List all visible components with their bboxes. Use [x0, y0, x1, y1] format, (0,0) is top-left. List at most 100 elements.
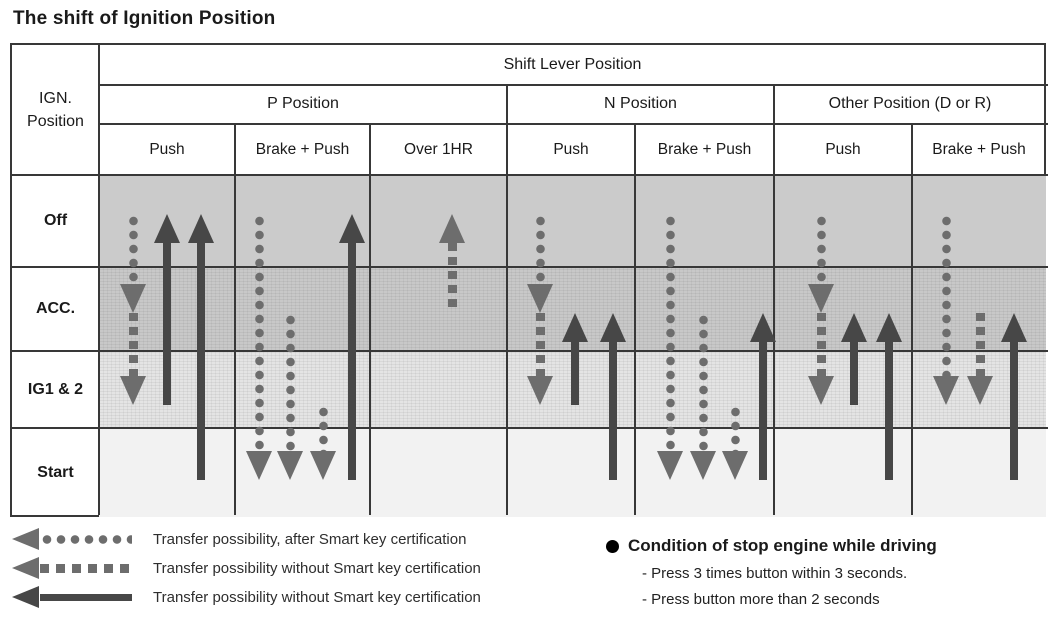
arrow-head-up [841, 313, 867, 342]
legend-dashed-line [40, 563, 132, 573]
arrow-shaft-solid [1010, 342, 1018, 480]
arrow-shaft-dashed [816, 313, 826, 376]
arrow-solid-up [338, 214, 366, 480]
page-title: The shift of Ignition Position [13, 8, 276, 29]
gridline [12, 266, 1048, 268]
arrow-shaft-dotted [285, 313, 295, 451]
group-header-n-position: N Position [604, 95, 677, 112]
arrowhead-left-icon [12, 586, 39, 608]
subcol-header-p-push: Push [149, 140, 185, 158]
gridline [99, 123, 1048, 125]
arrow-solid-up [187, 214, 215, 480]
arrow-head-up [750, 313, 776, 342]
subcol-header-n-brake-push: Brake + Push [657, 140, 752, 158]
subcol-header-other-push: Push [825, 140, 861, 158]
arrow-head-down [808, 284, 834, 313]
arrow-shaft-dotted [318, 405, 328, 451]
arrow-shaft-dotted [665, 214, 675, 451]
arrow-dotted-down [245, 214, 273, 480]
row-label-ig1-2: IG1 & 2 [27, 380, 84, 398]
arrow-head-down [277, 451, 303, 480]
arrow-head-up [439, 214, 465, 243]
arrow-dotted-down [932, 214, 960, 405]
arrow-head-up [188, 214, 214, 243]
arrow-shaft-dotted [254, 214, 264, 451]
arrow-dashed-down [119, 313, 147, 405]
arrow-head-down [120, 376, 146, 405]
gridline [12, 427, 1048, 429]
gridline [369, 124, 371, 515]
arrow-shaft-dashed [128, 313, 138, 376]
arrow-shaft-dotted [535, 214, 545, 284]
arrow-head-down [310, 451, 336, 480]
arrowhead-left-icon [12, 557, 39, 579]
arrow-head-down [722, 451, 748, 480]
arrow-shaft-solid [571, 342, 579, 405]
arrow-shaft-solid [348, 243, 356, 480]
note-heading: Condition of stop engine while driving [606, 536, 937, 556]
arrow-solid-up [1000, 313, 1028, 480]
legend-label: Transfer possibility, after Smart key ce… [153, 530, 467, 548]
gridline [911, 124, 913, 515]
header-shift-lever-position: Shift Lever Position [503, 55, 642, 73]
gridline [12, 350, 1048, 352]
legend-label: Transfer possibility without Smart key c… [153, 559, 481, 577]
arrow-head-down [527, 376, 553, 405]
arrow-dotted-down [807, 214, 835, 313]
arrow-shaft-dotted [941, 214, 951, 376]
arrow-solid-up [599, 313, 627, 480]
arrow-shaft-solid [609, 342, 617, 480]
gridline [12, 174, 1048, 176]
bullet-icon [606, 539, 619, 553]
arrow-dotted-down [526, 214, 554, 313]
arrow-dotted-down [689, 313, 717, 480]
arrow-head-up [562, 313, 588, 342]
row-band-off [99, 175, 1046, 267]
subcol-header-other-brake-push: Brake + Push [932, 140, 1026, 158]
arrow-shaft-solid [197, 243, 205, 480]
arrow-solid-up [840, 313, 868, 405]
arrow-dashed-down [966, 313, 994, 405]
arrow-dashed-down [526, 313, 554, 405]
gridline [234, 124, 236, 515]
arrow-solid-up [875, 313, 903, 480]
arrow-head-down [246, 451, 272, 480]
arrow-shaft-solid [163, 243, 171, 405]
subcol-header-n-push: Push [553, 140, 589, 158]
gridline [773, 85, 775, 515]
row-label-acc: ACC. [35, 300, 76, 317]
corner-header-line1: IGN. [39, 90, 72, 107]
arrow-shaft-dashed [447, 243, 457, 313]
arrow-shaft-solid [850, 342, 858, 405]
arrow-shaft-dotted [128, 214, 138, 284]
arrow-head-down [657, 451, 683, 480]
arrow-dotted-down [656, 214, 684, 480]
corner-header-line2: Position [27, 113, 84, 130]
arrow-dashed-down [807, 313, 835, 405]
solid-left-arrow-icon [12, 586, 140, 608]
arrow-dotted-down [309, 405, 337, 480]
legend-dotted-line [40, 534, 132, 544]
arrow-head-down [967, 376, 993, 405]
arrow-dotted-down [119, 214, 147, 313]
arrow-solid-up [153, 214, 181, 405]
legend-item-dotted: Transfer possibility, after Smart key ce… [12, 527, 481, 551]
gridline [98, 45, 100, 515]
legend-solid-line [40, 593, 132, 601]
subcol-header-over-1hr: Over 1HR [404, 140, 473, 158]
dashed-left-arrow-icon [12, 557, 140, 579]
legend-item-solid: Transfer possibility without Smart key c… [12, 585, 481, 609]
arrow-head-up [876, 313, 902, 342]
arrow-shaft-dashed [975, 313, 985, 376]
arrow-head-down [933, 376, 959, 405]
arrow-dotted-down [721, 405, 749, 480]
ignition-shift-table: IGN. Position Shift Lever Position P Pos… [10, 43, 1048, 517]
gridline [634, 124, 636, 515]
arrow-solid-up [561, 313, 589, 405]
row-band-start [99, 428, 1046, 517]
arrow-head-down [120, 284, 146, 313]
arrow-head-up [1001, 313, 1027, 342]
legend-label: Transfer possibility without Smart key c… [153, 588, 481, 606]
arrow-head-up [154, 214, 180, 243]
subcol-header-p-brake-push: Brake + Push [255, 140, 350, 158]
